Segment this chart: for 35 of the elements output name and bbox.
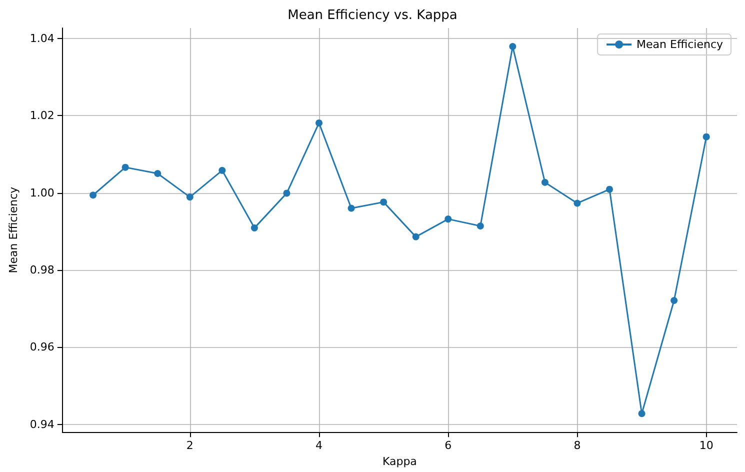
x-tick-label: 6 [444, 439, 452, 452]
point [412, 233, 420, 240]
y-tick-label: 0.94 [30, 418, 54, 431]
point [186, 194, 194, 201]
point [702, 133, 710, 140]
point [283, 190, 290, 197]
point [380, 198, 388, 206]
x-tick-label: 4 [316, 439, 322, 452]
point [444, 216, 452, 223]
y-tick-label: 1.04 [30, 32, 54, 45]
x-tick-label: 10 [699, 439, 714, 452]
point [154, 170, 162, 178]
point [90, 192, 97, 199]
point [348, 204, 355, 212]
y-tick-label: 0.96 [30, 340, 54, 354]
x-tick-label: 2 [186, 439, 194, 452]
y-tick-label: 1.02 [30, 109, 54, 122]
x-axis-title: Kappa [382, 455, 417, 468]
point [541, 178, 548, 186]
point [218, 166, 226, 174]
point [122, 164, 129, 171]
y-tick-label: 0.98 [30, 263, 54, 276]
point [476, 222, 484, 230]
y-tick-label: 1.00 [30, 186, 54, 200]
point [638, 410, 646, 418]
point [606, 186, 613, 193]
y-axis-title: Mean Efficiency [7, 186, 20, 274]
legend-label: Mean Efficiency [636, 38, 724, 51]
point [574, 200, 581, 207]
x-tick-label: 8 [574, 439, 581, 452]
chart-title: Mean Efficiency vs. Kappa [288, 8, 458, 23]
point [670, 296, 678, 304]
point [509, 43, 516, 50]
point [250, 224, 258, 232]
point [316, 119, 322, 126]
